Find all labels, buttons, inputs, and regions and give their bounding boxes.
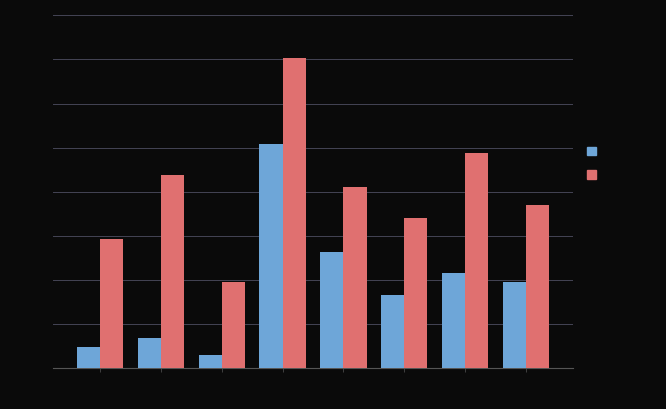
Bar (442, 274, 465, 368)
Bar (198, 355, 222, 368)
Bar (344, 188, 366, 368)
Bar (381, 295, 404, 368)
Bar (320, 252, 344, 368)
Bar (161, 175, 184, 368)
Bar (404, 218, 428, 368)
Bar (260, 145, 282, 368)
Bar (222, 282, 245, 368)
Bar (138, 338, 161, 368)
Bar (465, 154, 488, 368)
Bar (526, 205, 549, 368)
Bar (503, 282, 526, 368)
Bar (77, 347, 100, 368)
Bar (282, 59, 306, 368)
Bar (100, 239, 123, 368)
Legend:  ,  : , (583, 144, 606, 184)
